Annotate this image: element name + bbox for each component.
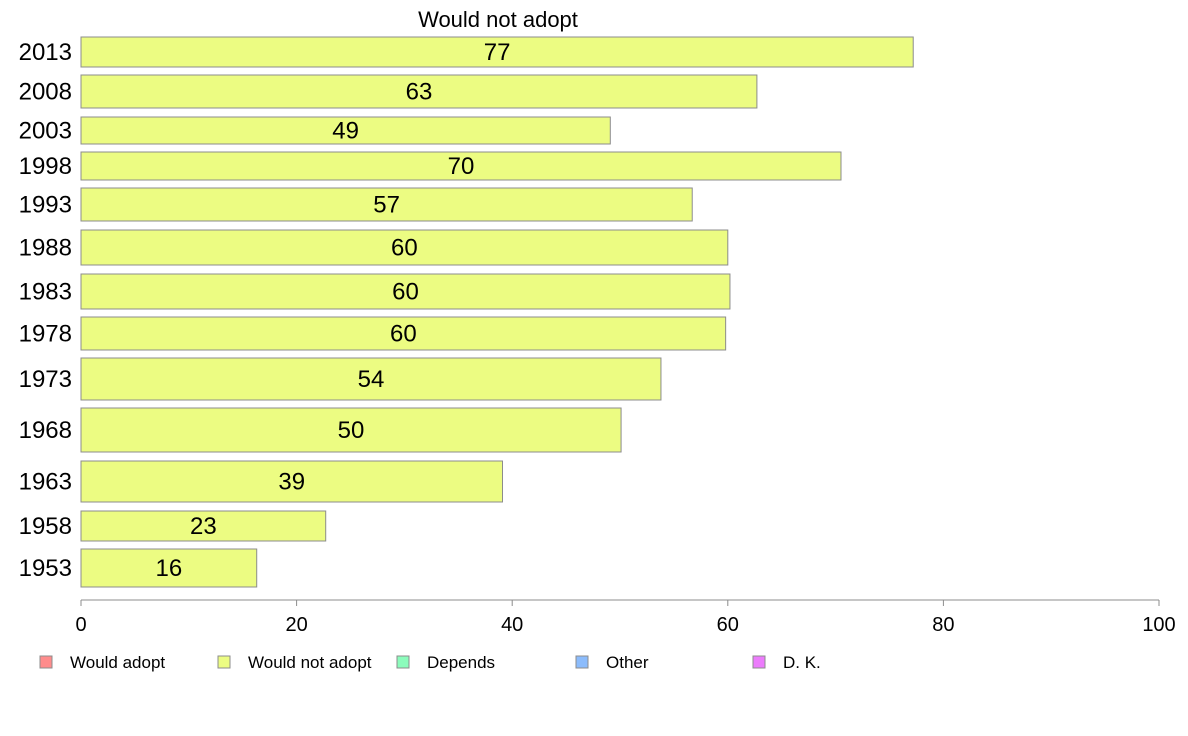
bars: 2013 77 2008 63 2003 49 1998 70 1993 57 1988 60 1983… [19,36,914,588]
legend-swatch-0 [39,655,53,669]
value-label-2008: 63 [406,79,433,106]
category-label-1988: 1988 [19,235,72,262]
value-label-1993: 57 [373,192,400,219]
bar-1978 [80,316,727,351]
legend-swatch-2 [396,655,410,669]
bar-2013 [80,36,914,68]
x-tick-label-20: 20 [285,614,307,636]
legend-label-0: Would adopt [70,653,165,672]
category-label-1973: 1973 [19,366,72,393]
category-label-1953: 1953 [19,555,72,582]
bar-1998 [80,151,842,181]
x-tick-label-60: 60 [717,614,739,636]
legend-swatch-1 [217,655,231,669]
category-label-2013: 2013 [19,39,72,66]
bar-2008 [80,74,758,109]
value-label-1978: 60 [390,321,417,348]
x-tick-label-0: 0 [75,614,86,636]
chart-title: Would not adopt [418,7,578,32]
legend-swatch-3 [575,655,589,669]
category-label-1983: 1983 [19,279,72,306]
legend: Would adopt Would not adopt Depends Other D.… [39,653,821,672]
value-label-1963: 39 [278,469,305,496]
bar-2003 [80,116,611,145]
value-label-1973: 54 [358,366,385,393]
x-tick-label-100: 100 [1142,614,1175,636]
legend-label-4: D. K. [783,653,821,672]
value-label-1953: 16 [156,555,183,582]
category-label-2003: 2003 [19,118,72,145]
value-label-1988: 60 [391,235,418,262]
bar-1968 [80,407,622,453]
category-label-2008: 2008 [19,79,72,106]
bar-1983 [80,273,731,310]
bar-1973 [80,357,662,401]
legend-label-1: Would not adopt [248,653,372,672]
legend-label-3: Other [606,653,649,672]
value-label-1968: 50 [338,417,365,444]
value-label-1998: 70 [448,153,475,180]
x-tick-label-40: 40 [501,614,523,636]
value-label-1958: 23 [190,513,217,540]
value-label-1983: 60 [392,279,419,306]
value-label-2013: 77 [484,39,511,66]
legend-swatch-4 [752,655,766,669]
category-label-1963: 1963 [19,469,72,496]
bar-1993 [80,187,693,222]
category-label-1958: 1958 [19,513,72,540]
bar-1958 [80,510,327,542]
legend-label-2: Depends [427,653,495,672]
bar-1953 [80,548,258,588]
category-label-1968: 1968 [19,417,72,444]
category-label-1998: 1998 [19,153,72,180]
category-label-1978: 1978 [19,321,72,348]
category-label-1993: 1993 [19,192,72,219]
x-tick-label-80: 80 [932,614,954,636]
bar-1988 [80,229,729,266]
bar-1963 [80,460,503,503]
value-label-2003: 49 [332,118,359,145]
x-axis: 0 20 40 60 80 100 [75,599,1176,636]
